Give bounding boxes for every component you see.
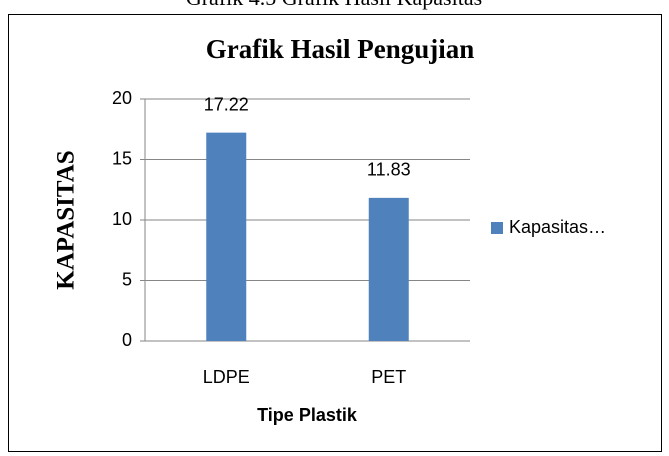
x-tick-label: LDPE xyxy=(203,367,250,387)
y-axis-title: KAPASITAS xyxy=(53,150,80,289)
bar xyxy=(206,132,247,341)
chart-title: Grafik Hasil Pengujian xyxy=(206,34,475,64)
y-tick-label: 10 xyxy=(112,209,132,229)
x-tick-label: PET xyxy=(371,367,406,387)
bar xyxy=(368,197,409,341)
data-label: 11.83 xyxy=(367,160,411,180)
y-tick-label: 0 xyxy=(122,330,132,350)
chart-frame xyxy=(8,14,662,452)
figure-caption: Grafik 4.5 Grafik Hasil Kapasitas xyxy=(186,0,482,10)
legend-swatch xyxy=(491,222,503,234)
y-tick-label: 20 xyxy=(112,88,132,108)
legend-label: Kapasitas… xyxy=(509,217,606,237)
data-label: 17.22 xyxy=(204,94,249,114)
y-tick-label: 15 xyxy=(112,148,132,168)
y-tick-label: 5 xyxy=(122,269,132,289)
x-axis-title: Tipe Plastik xyxy=(257,405,358,425)
